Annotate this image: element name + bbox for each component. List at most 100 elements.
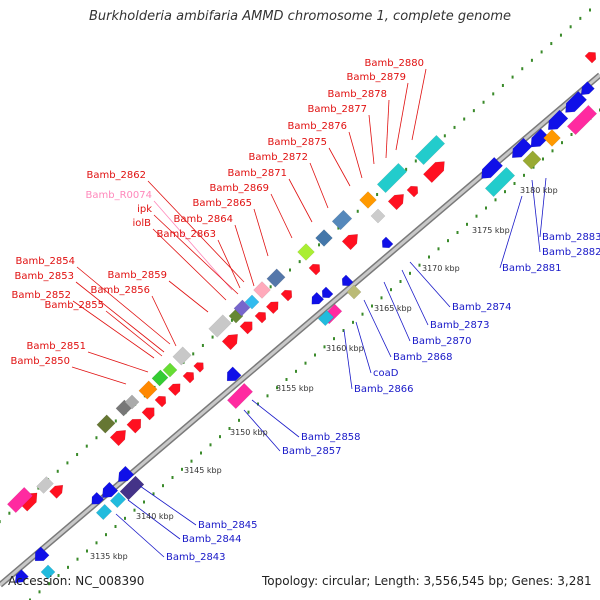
leader-line <box>87 351 149 373</box>
leader-line <box>127 499 181 540</box>
upper-tick-dot <box>8 511 11 515</box>
gene-label: Bamb_2844 <box>182 534 242 545</box>
gene-feature <box>172 346 192 366</box>
upper-tick-dot <box>501 83 504 87</box>
gene-label: Bamb_2864 <box>173 214 233 225</box>
gene-feature <box>233 299 251 317</box>
gene-feature <box>109 491 127 509</box>
lower-tick-dot <box>323 345 326 349</box>
gene-feature <box>265 301 279 315</box>
gene-label: Bamb_2865 <box>192 198 252 209</box>
gene-feature <box>254 311 267 324</box>
gene-feature <box>422 161 445 184</box>
leader-line <box>168 280 209 313</box>
gene-feature <box>221 334 238 351</box>
gene-label: Bamb_2870 <box>412 336 472 347</box>
upper-tick-dot <box>376 193 379 197</box>
gene-label: Bamb_2882 <box>542 247 600 258</box>
gene-feature <box>95 503 113 521</box>
leader-line <box>105 310 163 357</box>
gene-feature <box>317 309 335 327</box>
lower-tick-dot <box>266 394 269 398</box>
lower-tick-dot <box>219 435 221 439</box>
leader-line <box>368 114 375 165</box>
gene-feature <box>297 243 315 261</box>
map-title: Burkholderia ambifaria AMMD chromosome 1… <box>88 9 512 24</box>
gene-features <box>6 51 598 584</box>
gene-feature <box>341 274 354 287</box>
gene-feature <box>49 484 64 499</box>
leader-line <box>71 366 127 385</box>
gene-feature <box>481 156 504 179</box>
lower-tick-dot <box>352 320 354 324</box>
gene-feature <box>226 382 254 410</box>
lower-tick-dot <box>504 190 506 194</box>
upper-tick-dot <box>589 8 591 12</box>
gene-label: Bamb_2876 <box>287 121 347 132</box>
gene-label: iolB <box>132 218 151 229</box>
lower-tick-dot <box>228 427 231 430</box>
leader-line <box>153 214 239 295</box>
leader-line <box>251 399 300 438</box>
gene-label: Bamb_2856 <box>90 285 150 296</box>
gene-feature <box>6 486 34 514</box>
gene-feature <box>14 569 29 584</box>
scale-tick-label: 3150 kbp <box>230 428 268 437</box>
leader-line <box>401 269 429 326</box>
lower-tick-dot <box>542 157 544 161</box>
gene-feature <box>226 366 242 382</box>
lower-tick-dot <box>333 337 335 341</box>
lower-tick-dot <box>466 222 468 226</box>
gene-label: Bamb_2869 <box>209 183 269 194</box>
gene-feature <box>387 194 404 211</box>
leader-line <box>328 147 351 187</box>
gene-feature <box>565 90 588 113</box>
lower-tick-dot <box>114 525 117 528</box>
upper-tick-dot <box>66 461 69 465</box>
gene-feature <box>118 465 135 482</box>
upper-tick-dot <box>530 58 533 62</box>
leader-line <box>234 224 255 287</box>
leader-line <box>217 239 241 289</box>
lower-tick-dot <box>181 467 183 471</box>
lower-tick-dot <box>570 133 573 136</box>
upper-tick-dot <box>569 25 572 29</box>
lower-tick-dot <box>152 492 155 496</box>
gene-feature <box>34 546 50 562</box>
lower-tick-dot <box>133 508 136 512</box>
gene-feature <box>414 134 446 166</box>
gene-feature <box>511 137 533 159</box>
upper-tick-dot <box>521 67 524 71</box>
lower-tick-dot <box>447 239 449 243</box>
upper-tick-dot <box>540 50 543 54</box>
scale-tick-label: 3170 kbp <box>422 264 460 273</box>
upper-tick-dot <box>492 92 495 96</box>
lower-tick-dot <box>399 280 402 283</box>
upper-tick-dot <box>443 134 446 138</box>
gene-feature <box>193 362 204 373</box>
gene-label: Bamb_2850 <box>10 356 70 367</box>
scale-tick-label: 3140 kbp <box>136 512 174 521</box>
gene-feature <box>311 291 325 305</box>
gene-feature <box>138 380 158 400</box>
gene-feature <box>406 185 419 198</box>
leader-line <box>152 228 227 301</box>
lower-tick-dot <box>200 451 202 455</box>
lower-tick-dot <box>361 312 364 316</box>
lower-tick-dot <box>124 516 126 520</box>
gene-label: Bamb_2874 <box>452 302 512 313</box>
gene-labels: Bamb_2880 Bamb_2879 Bamb_2878 Bamb_2877 Bamb… <box>10 58 600 563</box>
gene-label: Bamb_2852 <box>11 290 71 301</box>
gene-feature <box>381 236 394 249</box>
gene-feature <box>308 263 321 276</box>
lower-tick-dot <box>143 500 145 504</box>
lower-tick-dot <box>494 198 497 202</box>
lower-tick-dot <box>561 141 563 145</box>
upper-tick-dot <box>318 243 321 247</box>
gene-feature <box>40 564 56 580</box>
leader-line <box>385 99 390 159</box>
leader-line <box>253 208 269 257</box>
gene-label: Bamb_2854 <box>15 256 75 267</box>
upper-tick-dot <box>0 520 1 524</box>
